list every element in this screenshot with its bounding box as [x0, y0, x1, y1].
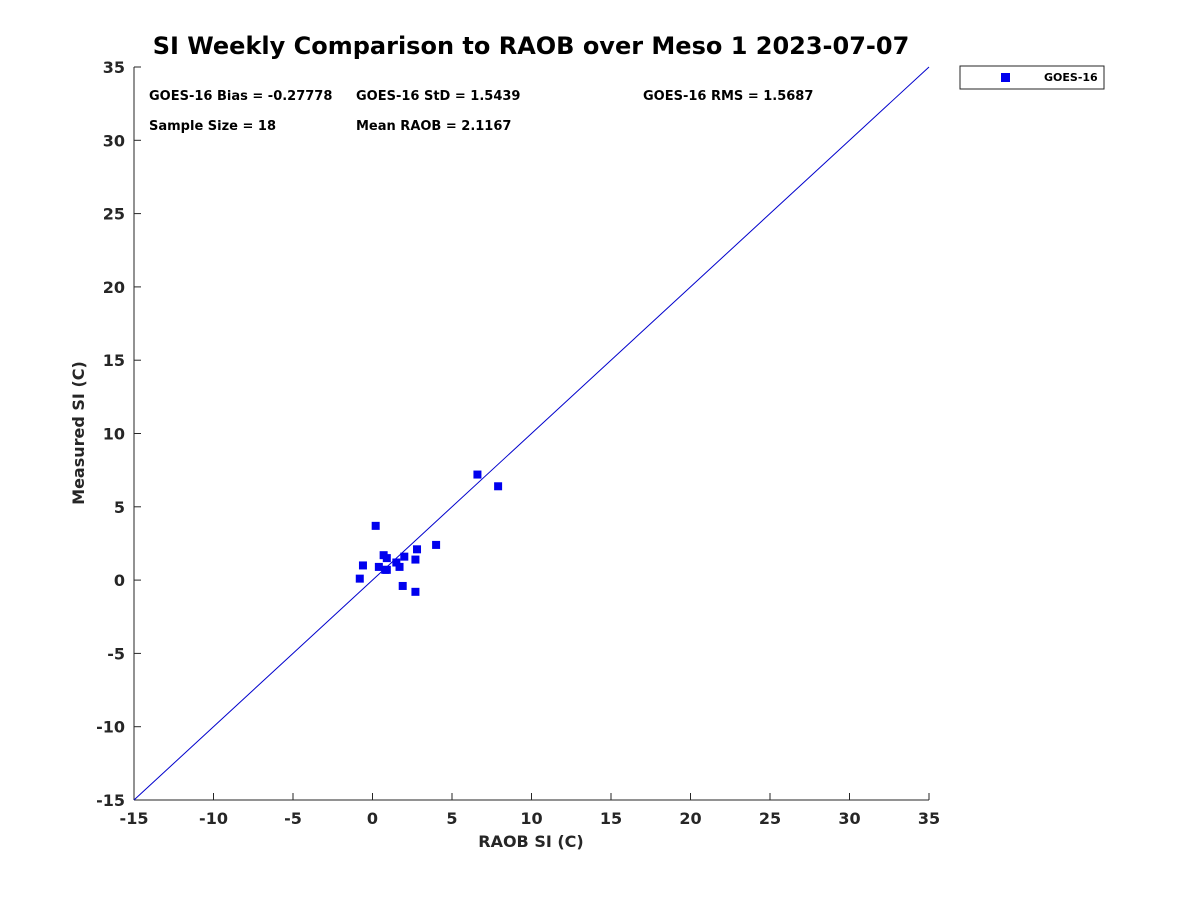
- chart-title: SI Weekly Comparison to RAOB over Meso 1…: [153, 32, 910, 60]
- x-tick-label: 15: [600, 809, 622, 828]
- x-tick-label: 35: [918, 809, 940, 828]
- std-annotation: GOES-16 StD = 1.5439: [356, 89, 520, 104]
- data-point: [395, 562, 404, 571]
- data-point: [382, 554, 391, 563]
- y-tick-label: 30: [103, 131, 125, 150]
- y-tick-label: 5: [114, 498, 125, 517]
- data-point: [411, 587, 420, 596]
- data-point: [358, 561, 367, 570]
- y-tick-label: -5: [107, 644, 125, 663]
- legend-marker-goes16: [1001, 73, 1010, 82]
- bias-annotation: GOES-16 Bias = -0.27778: [149, 89, 332, 104]
- data-point: [374, 562, 383, 571]
- x-tick-label: 0: [367, 809, 378, 828]
- y-tick-label: 25: [103, 205, 125, 224]
- statistics-annotations: GOES-16 Bias = -0.27778 GOES-16 StD = 1.…: [149, 89, 813, 134]
- x-axis-label: RAOB SI (C): [478, 832, 583, 851]
- y-tick-label: -10: [96, 718, 125, 737]
- one-to-one-reference-line: [133, 66, 930, 801]
- x-tick-label: 30: [838, 809, 860, 828]
- data-point: [355, 574, 364, 583]
- x-tick-label: 20: [679, 809, 701, 828]
- y-tick-label: -15: [96, 791, 125, 810]
- data-point: [371, 521, 380, 530]
- y-tick-label: 20: [103, 278, 125, 297]
- data-point: [494, 482, 503, 491]
- x-tick-label: -10: [199, 809, 228, 828]
- data-point: [413, 545, 422, 554]
- data-point: [473, 470, 482, 479]
- x-tick-label: -15: [120, 809, 149, 828]
- y-tick-label: 0: [114, 571, 125, 590]
- y-axis-label: Measured SI (C): [69, 361, 88, 505]
- plot-area: -15 -10 -5 0 5 10 15 20 25 30 35 -15 -10 -5 0 5 10 15 20 2…: [96, 58, 940, 828]
- sample-size-annotation: Sample Size = 18: [149, 119, 276, 134]
- data-point: [400, 552, 409, 561]
- x-tick-label: 25: [759, 809, 781, 828]
- y-tick-label: 15: [103, 351, 125, 370]
- rms-annotation: GOES-16 RMS = 1.5687: [643, 89, 813, 104]
- data-point: [398, 581, 407, 590]
- data-point: [411, 555, 420, 564]
- legend: GOES-16: [959, 65, 1105, 90]
- x-axis-ticks: -15 -10 -5 0 5 10 15 20 25 30 35: [120, 793, 940, 828]
- legend-box: [959, 65, 1105, 90]
- y-tick-label: 10: [103, 425, 125, 444]
- data-points: [355, 470, 503, 596]
- x-tick-label: 10: [520, 809, 542, 828]
- data-point: [382, 565, 391, 574]
- y-tick-label: 35: [103, 58, 125, 77]
- x-tick-label: 5: [446, 809, 457, 828]
- legend-label-goes16: GOES-16: [1044, 71, 1098, 84]
- data-point: [392, 558, 401, 567]
- data-point: [432, 540, 441, 549]
- x-tick-label: -5: [284, 809, 302, 828]
- mean-raob-annotation: Mean RAOB = 2.1167: [356, 119, 511, 134]
- y-axis-ticks: -15 -10 -5 0 5 10 15 20 25 30 35: [96, 58, 141, 810]
